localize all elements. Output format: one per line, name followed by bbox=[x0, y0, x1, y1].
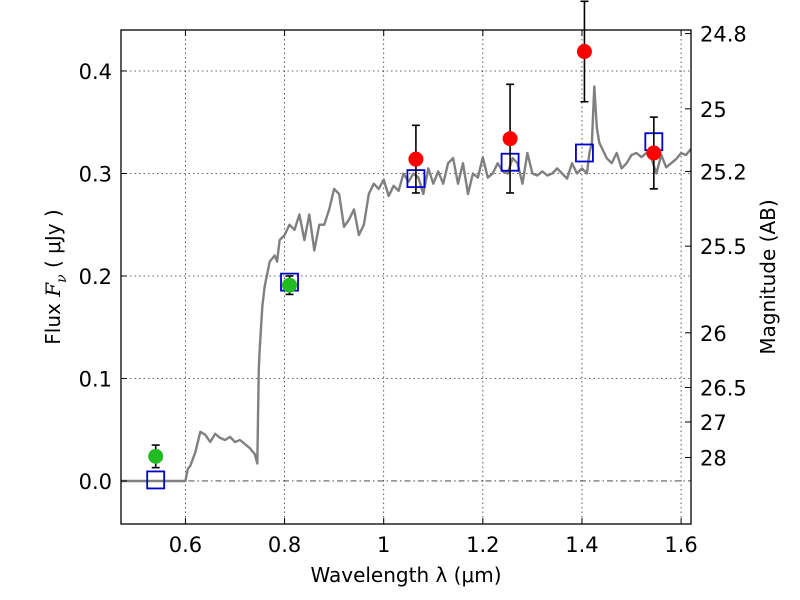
observed-flux-point bbox=[502, 131, 518, 147]
y-axis-label-prefix: Flux bbox=[41, 297, 65, 345]
y-tick-label: 0.4 bbox=[79, 60, 112, 84]
y-tick-label: 0.2 bbox=[79, 265, 112, 289]
magnitude-tick-label: 25.2 bbox=[700, 160, 747, 184]
model-flux-square bbox=[575, 143, 594, 163]
magnitude-tick-label: 25 bbox=[700, 98, 727, 122]
y-axis-label-subscript: ν bbox=[54, 274, 70, 283]
y-axis-label-symbol: F bbox=[41, 282, 65, 298]
x-tick-label: 1.4 bbox=[565, 533, 598, 557]
sed-template-line bbox=[121, 85, 692, 483]
magnitude-tick-label: 27 bbox=[700, 411, 727, 435]
ticks: 0.6 0.8 1 1.2 1.4 1.6 0.0 0.1 0.2 0.3 0.4 24.8 25 25.… bbox=[79, 23, 747, 557]
model-flux-square bbox=[146, 470, 166, 490]
grid bbox=[121, 30, 691, 524]
x-tick-label: 1.2 bbox=[466, 533, 499, 557]
magnitude-tick-label: 28 bbox=[700, 446, 727, 470]
x-tick-label: 1 bbox=[377, 533, 390, 557]
x-tick-label: 0.6 bbox=[169, 533, 202, 557]
magnitude-tick-label: 26 bbox=[700, 322, 727, 346]
x-tick-label: 0.8 bbox=[268, 533, 301, 557]
axes-frame bbox=[120, 29, 692, 525]
y-tick-label: 0.0 bbox=[79, 470, 112, 494]
magnitude-tick-label: 24.8 bbox=[700, 23, 747, 47]
y-axis-label: Flux Fν ( μJy ) bbox=[41, 209, 70, 344]
x-tick-label: 1.6 bbox=[664, 533, 697, 557]
y-tick-label: 0.1 bbox=[79, 367, 112, 391]
observed-flux-point bbox=[408, 151, 424, 167]
y-axis-label-suffix: ( μJy ) bbox=[41, 209, 65, 274]
observed-flux-point bbox=[646, 145, 662, 161]
secondary-y-axis-label: Magnitude (AB) bbox=[756, 199, 780, 354]
observed-flux-point bbox=[576, 44, 592, 60]
y-tick-label: 0.3 bbox=[79, 162, 112, 186]
observed-flux-point bbox=[282, 277, 298, 293]
plot-area bbox=[121, 0, 692, 490]
x-axis-label: Wavelength λ (μm) bbox=[310, 563, 501, 587]
observed-flux-point bbox=[148, 448, 164, 464]
magnitude-tick-label: 25.5 bbox=[700, 235, 747, 259]
magnitude-tick-label: 26.5 bbox=[700, 376, 747, 400]
